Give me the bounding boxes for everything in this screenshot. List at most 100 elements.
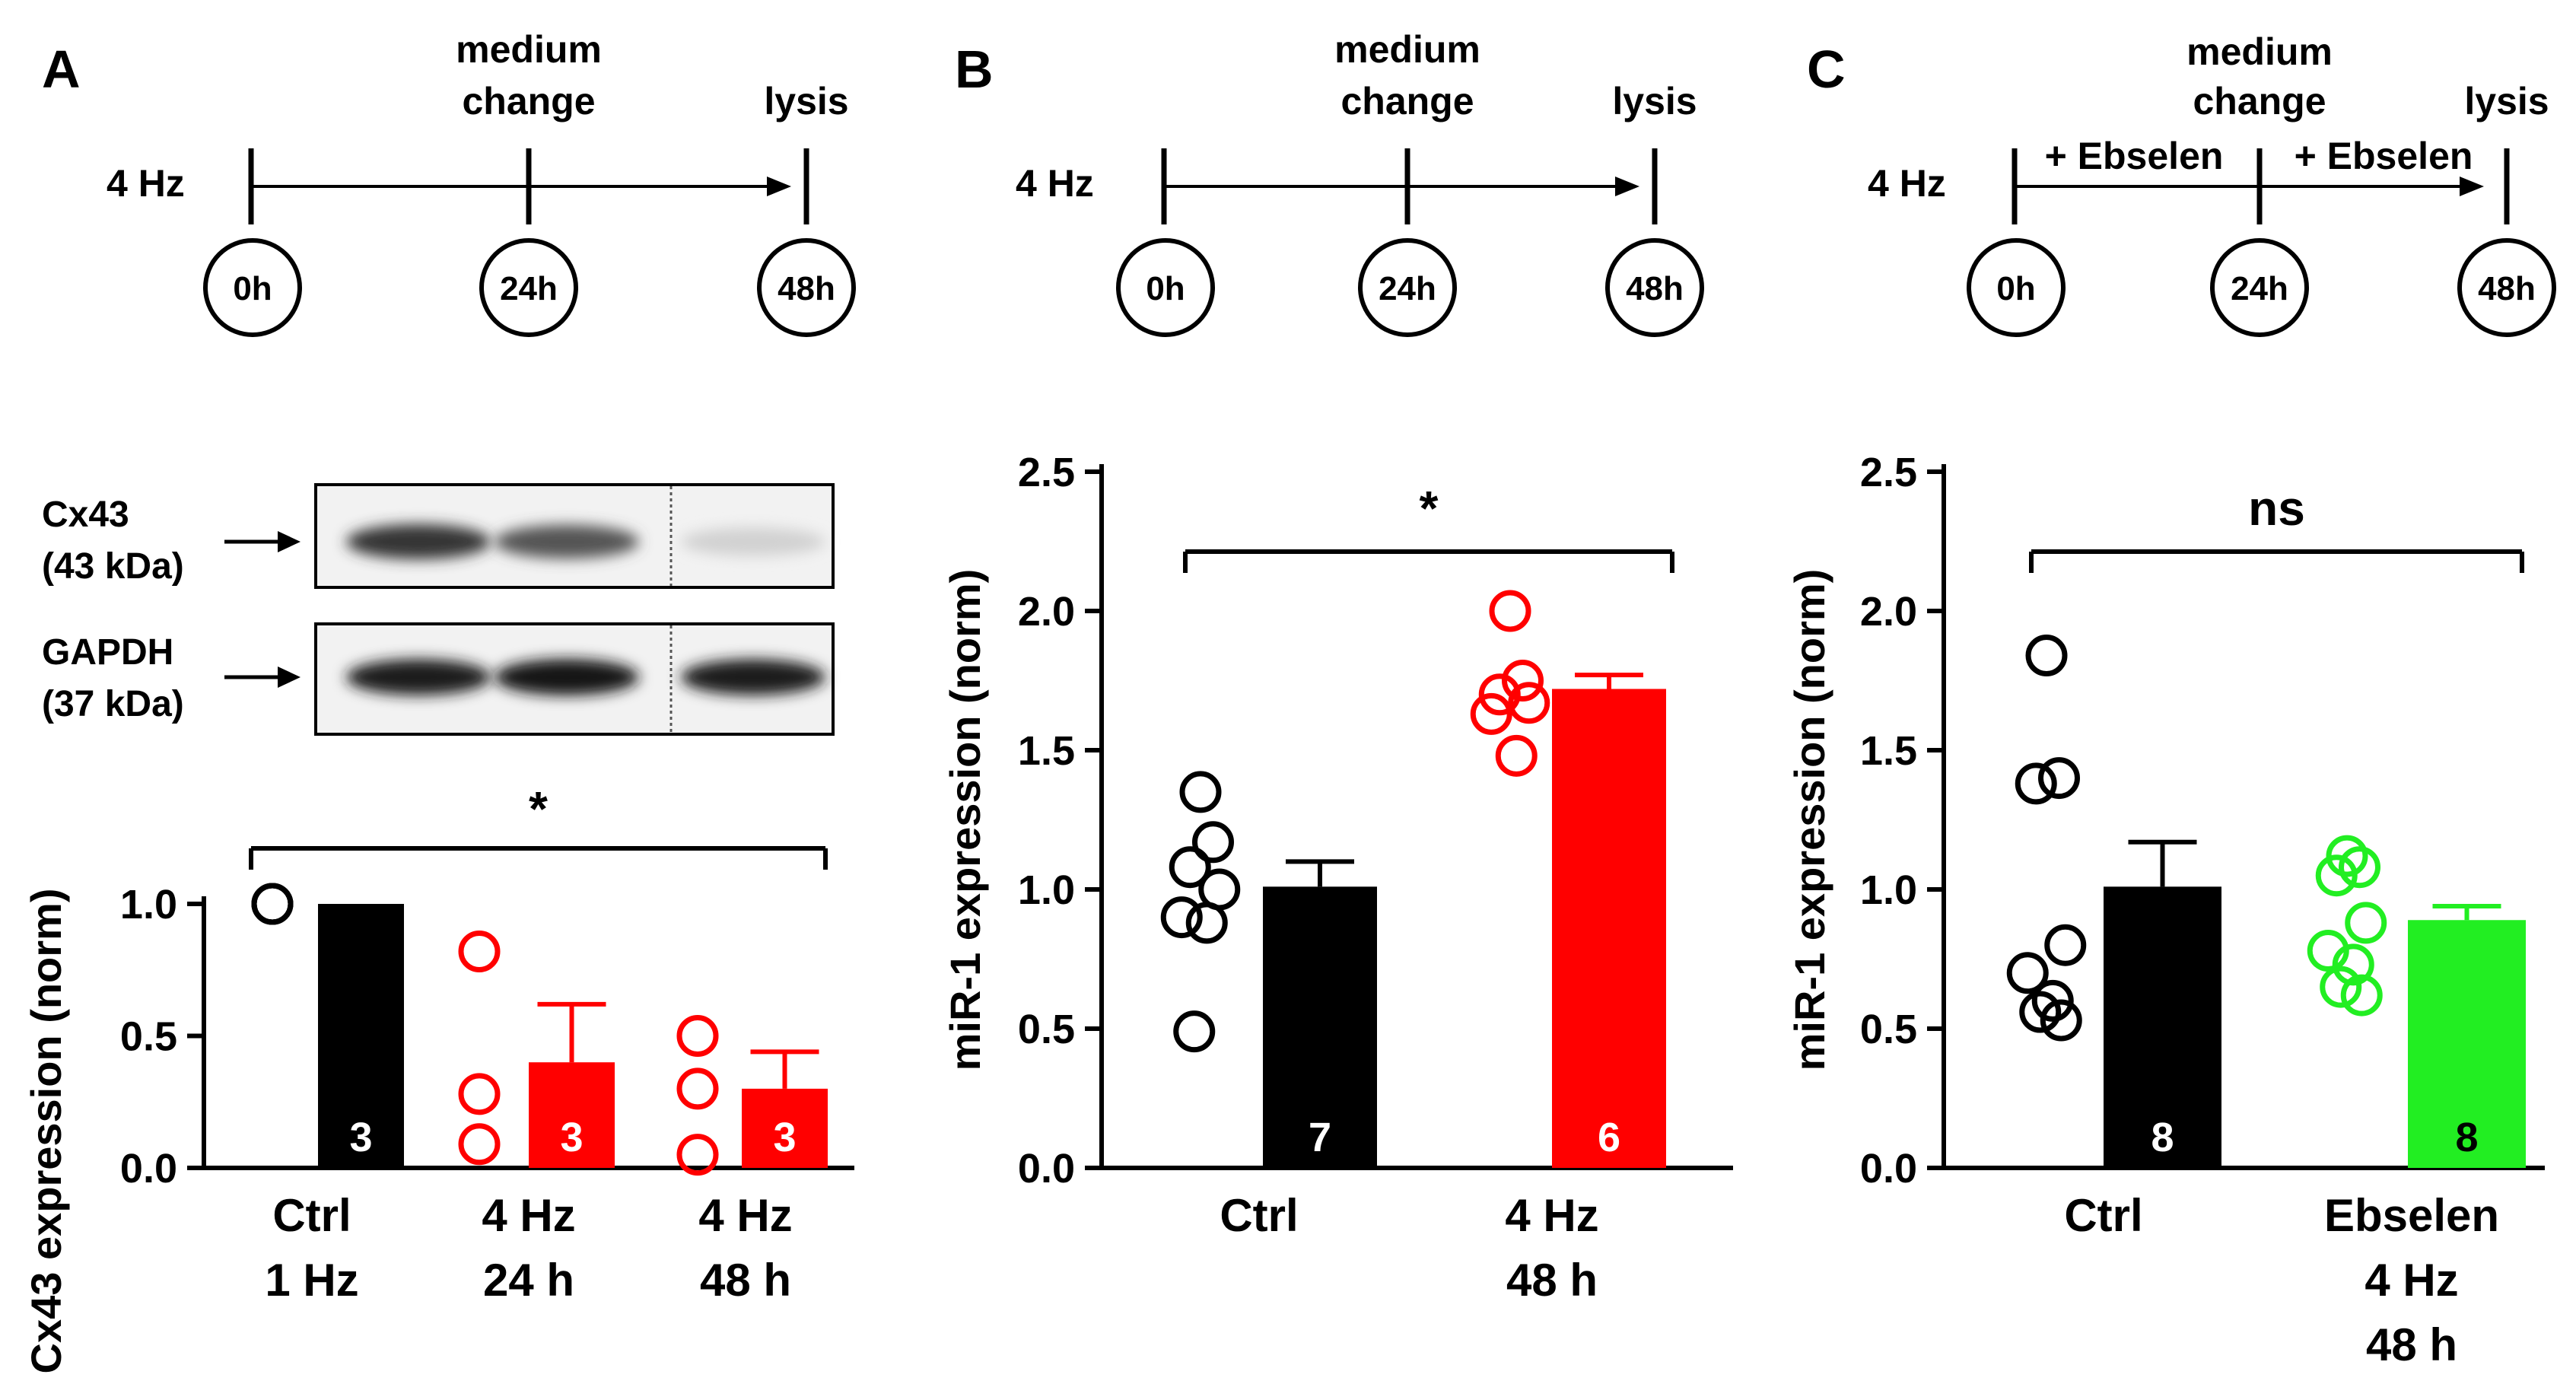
panel-b: B 4 Hz medium change lysis 0h 24h 48h 0.… (941, 28, 1733, 1306)
data-point (2044, 924, 2087, 966)
time-label-48h: 48h (2478, 270, 2536, 307)
data-point (676, 1015, 719, 1057)
timeline-medium-label-1: medium (456, 28, 602, 71)
wb-band (495, 524, 639, 559)
time-circle-0h (203, 238, 302, 337)
time-circle-0h (1967, 238, 2066, 337)
chart-a: 0.0 0.5 1.0 Cx43 expression (norm) 3 3 3 Ctrl 1 … (22, 781, 854, 1373)
y-tick-label: 1.5 (1860, 728, 1917, 774)
panel-c-timeline: 4 Hz medium change lysis + Ebselen + Ebs… (1868, 30, 2556, 337)
panel-a: A 4 Hz medium change lysis 0h 24h 48h (22, 28, 856, 1373)
data-point (2326, 835, 2368, 877)
data-point (1179, 771, 1222, 813)
time-label-0h: 0h (1146, 270, 1185, 307)
y-tick-label: 1.0 (120, 882, 177, 927)
timeline-end-label: lysis (1612, 80, 1697, 122)
data-point (2015, 762, 2057, 805)
y-tick-label: 1.0 (1860, 867, 1917, 913)
wb-band (681, 527, 825, 556)
wb-protein-cx43-size: (43 kDa) (42, 546, 184, 587)
bar-n-label: 7 (1309, 1115, 1331, 1160)
y-tick-label: 1.5 (1018, 728, 1075, 774)
bar-n-label: 8 (2151, 1115, 2174, 1160)
time-circle-24h (1358, 238, 1457, 337)
timeline-treatment-label-2: + Ebselen (2295, 135, 2473, 177)
x-category-label: 24 h (483, 1255, 574, 1306)
data-point (2315, 854, 2358, 897)
y-tick-label: 0.5 (1018, 1007, 1075, 1052)
timeline-medium-label-1: medium (2186, 30, 2333, 73)
panel-b-timeline: 4 Hz medium change lysis 0h 24h 48h (1016, 28, 1704, 337)
bar (1552, 689, 1666, 1168)
y-axis-title: miR-1 expression (norm) (1786, 569, 1833, 1071)
x-category-label: 4 Hz (482, 1190, 575, 1241)
data-point (2025, 635, 2068, 677)
bar (2408, 920, 2526, 1168)
timeline-arrowhead (2460, 177, 2484, 196)
y-tick-label: 2.5 (1018, 450, 1075, 495)
data-point (676, 1067, 719, 1110)
data-point (2040, 999, 2082, 1042)
data-point (2031, 979, 2074, 1022)
bar-n-label: 3 (349, 1115, 372, 1160)
data-point (458, 1123, 501, 1166)
x-category-label: 4 Hz (698, 1190, 792, 1241)
data-point (2345, 902, 2387, 944)
bar (1263, 886, 1377, 1168)
y-tick-label: 0.0 (120, 1146, 177, 1192)
panel-c-label: C (1807, 40, 1846, 99)
wb-arrowhead-gapdh (278, 667, 301, 688)
bar-n-label: 3 (773, 1115, 796, 1160)
chart-c: 0.0 0.5 1.0 1.5 2.0 2.5 miR-1 expression (norm… (1786, 450, 2545, 1370)
bar (2104, 886, 2221, 1168)
wb-protein-cx43: Cx43 (42, 495, 129, 535)
y-tick-label: 2.0 (1860, 589, 1917, 635)
data-point (1470, 692, 1512, 735)
bar-n-label: 6 (1598, 1115, 1620, 1160)
time-label-0h: 0h (233, 270, 272, 307)
data-point (1192, 821, 1234, 864)
time-label-0h: 0h (1996, 270, 2035, 307)
time-circle-24h (479, 238, 578, 337)
data-point (1173, 1010, 1216, 1053)
time-circle-48h (2457, 238, 2556, 337)
x-category-label: Ctrl (1220, 1190, 1298, 1241)
wb-arrowhead-cx43 (278, 531, 301, 552)
timeline-end-label: lysis (764, 80, 848, 122)
time-label-24h: 24h (1379, 270, 1436, 307)
time-circle-48h (1605, 238, 1704, 337)
y-tick-label: 1.0 (1018, 867, 1075, 913)
y-axis-title: miR-1 expression (norm) (941, 569, 989, 1071)
y-axis-title: Cx43 expression (norm) (22, 889, 70, 1374)
data-point (2339, 846, 2380, 889)
panel-b-label: B (955, 40, 994, 99)
wb-band (495, 659, 639, 695)
bar-n-label: 3 (560, 1115, 583, 1160)
x-category-label: 48 h (700, 1255, 791, 1306)
wb-band (681, 659, 825, 695)
x-category-label: 48 h (2366, 1319, 2457, 1370)
time-circle-0h (1116, 238, 1215, 337)
data-point (1489, 590, 1531, 632)
data-point (1185, 902, 1228, 944)
data-point (1160, 896, 1203, 939)
chart-b: 0.0 0.5 1.0 1.5 2.0 2.5 miR-1 expression (norm… (941, 450, 1733, 1306)
timeline-end-label: lysis (2464, 80, 2549, 122)
bar (529, 1062, 615, 1168)
time-label-48h: 48h (778, 270, 835, 307)
data-point (1502, 660, 1544, 702)
wb-protein-gapdh: GAPDH (42, 632, 173, 673)
time-circle-48h (757, 238, 856, 337)
significance-label: * (1420, 481, 1439, 536)
time-label-48h: 48h (1626, 270, 1684, 307)
panel-a-timeline: 4 Hz medium change lysis 0h 24h 48h (107, 28, 856, 337)
data-point (2307, 930, 2349, 972)
bar-n-label: 8 (2455, 1115, 2478, 1160)
x-category-label: 1 Hz (265, 1255, 358, 1306)
panel-c: C 4 Hz medium change lysis + Ebselen + E… (1786, 30, 2556, 1370)
timeline-medium-label-2: change (2193, 80, 2326, 122)
wb-band (346, 659, 491, 695)
timeline-start-label: 4 Hz (1868, 162, 1946, 205)
timeline-medium-label-2: change (462, 80, 595, 122)
timeline-arrowhead (1615, 177, 1639, 196)
